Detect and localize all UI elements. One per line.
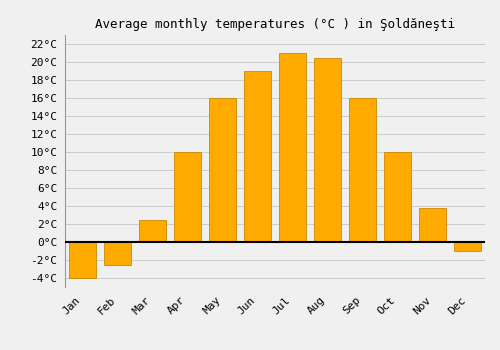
Bar [174,152,201,242]
Bar [384,152,410,242]
Bar [350,98,376,242]
Bar [104,242,130,265]
Bar [420,208,446,242]
Title: Average monthly temperatures (°C ) in Şoldăneşti: Average monthly temperatures (°C ) in Şo… [95,18,455,31]
Bar [70,242,96,278]
Bar [140,219,166,242]
Bar [244,71,270,242]
Bar [210,98,236,242]
Bar [454,242,480,251]
Bar [280,53,305,242]
Bar [314,57,340,242]
